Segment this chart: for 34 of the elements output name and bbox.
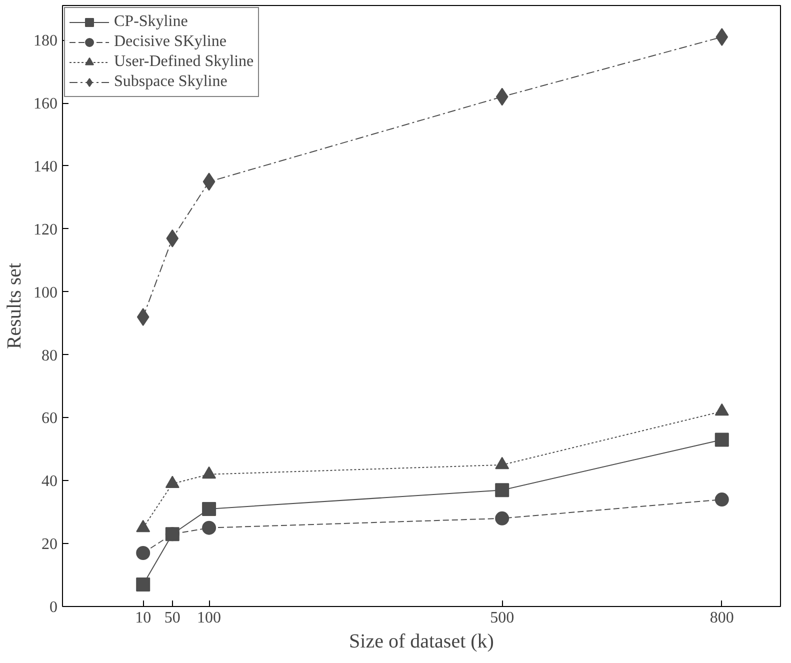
legend-label: CP-Skyline bbox=[114, 13, 188, 31]
y-tick-label: 180 bbox=[34, 32, 58, 50]
point bbox=[496, 88, 508, 106]
point bbox=[136, 546, 150, 560]
point bbox=[166, 229, 179, 248]
x-tick-label: 50 bbox=[164, 610, 180, 626]
y-tick-label: 40 bbox=[42, 473, 58, 490]
point bbox=[495, 483, 510, 498]
point bbox=[202, 172, 216, 191]
y-tick-label: 20 bbox=[42, 536, 58, 554]
y-tick-label: 80 bbox=[42, 347, 58, 364]
y-tick-label: 160 bbox=[34, 96, 58, 113]
point bbox=[716, 28, 728, 46]
y-tick-label: 140 bbox=[34, 158, 58, 176]
y-tick-label: 120 bbox=[34, 221, 58, 238]
legend-label: Subspace Skyline bbox=[114, 73, 228, 91]
x-tick-label: 100 bbox=[197, 610, 222, 626]
point bbox=[136, 308, 150, 326]
point bbox=[136, 577, 150, 592]
x-tick-label: 10 bbox=[135, 610, 152, 626]
x-axis-title: Size of dataset (k) bbox=[349, 630, 494, 652]
legend-label: Decisive SKyline bbox=[114, 33, 226, 51]
y-tick-label: 60 bbox=[42, 410, 58, 428]
y-axis-title: Results set bbox=[4, 262, 26, 350]
point bbox=[714, 492, 729, 507]
x-tick-label: 500 bbox=[490, 610, 514, 626]
point bbox=[202, 502, 216, 516]
y-tick-label: 0 bbox=[50, 599, 58, 616]
point bbox=[495, 511, 510, 526]
x-tick-label: 800 bbox=[710, 610, 734, 626]
point bbox=[202, 520, 216, 535]
point bbox=[714, 432, 729, 447]
y-tick-label: 100 bbox=[34, 284, 58, 302]
legend-label: User-Defined Skyline bbox=[114, 53, 254, 71]
